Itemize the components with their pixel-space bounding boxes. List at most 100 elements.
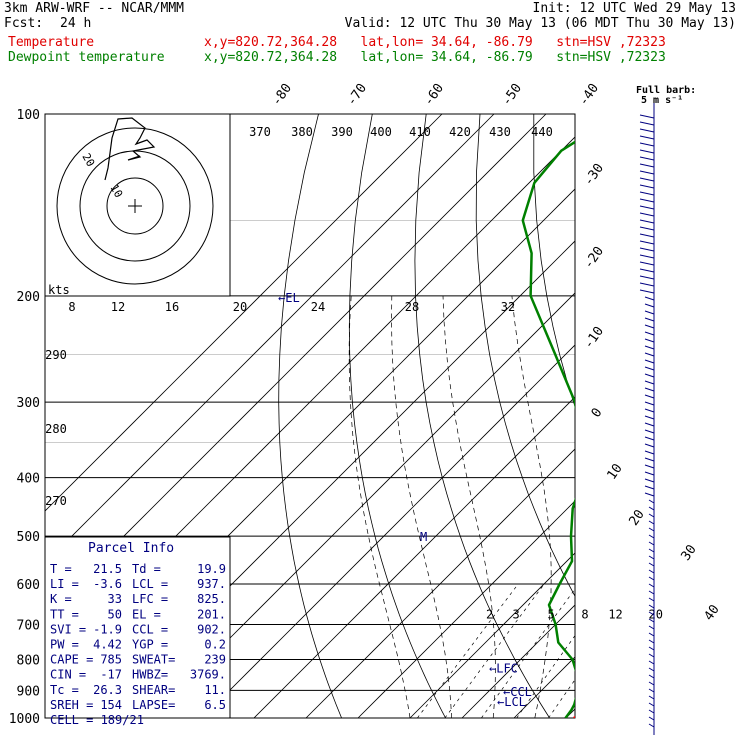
dry-adiabat-line xyxy=(475,114,575,598)
wind-barb xyxy=(644,422,655,427)
parcel-info-value: 6.5 xyxy=(204,698,226,712)
hodograph-unit: kts xyxy=(48,283,70,297)
parcel-info-value: Tc = xyxy=(50,683,79,697)
wind-barb xyxy=(639,268,655,273)
wind-barb xyxy=(639,219,655,224)
parcel-info-value: T = xyxy=(50,562,72,576)
level-marker: ←EL xyxy=(278,291,300,305)
pressure-label: 900 xyxy=(17,684,40,699)
parcel-info-value: LAPSE= xyxy=(132,698,175,712)
wind-barb xyxy=(644,303,655,308)
dry-adiabat-line xyxy=(642,114,740,718)
wind-barb xyxy=(644,338,655,343)
parcel-info-value: CCL = xyxy=(132,622,168,636)
isotherm-line xyxy=(357,500,575,718)
wind-barb xyxy=(648,583,655,588)
adiabat-label: 280 xyxy=(45,422,67,436)
hodograph-box xyxy=(44,113,231,297)
wind-barb xyxy=(644,324,655,329)
speed-label: 24 xyxy=(311,300,325,314)
pressure-label: 1000 xyxy=(9,712,40,727)
wind-barb xyxy=(644,373,655,378)
parcel-info-value: HWBZ= xyxy=(132,668,168,682)
valid-time: Valid: 12 UTC Thu 30 May 13 (06 MDT Thu … xyxy=(344,16,736,31)
wind-barb xyxy=(644,429,655,434)
pressure-label: 800 xyxy=(17,653,40,668)
parcel-info-value: SWEAT= xyxy=(132,653,175,667)
wind-barb xyxy=(648,541,655,546)
dewpoint-location: x,y=820.72,364.28 lat,lon= 34.64, -86.79… xyxy=(204,50,666,65)
parcel-info-value: 825. xyxy=(197,592,226,606)
theta-label: 400 xyxy=(370,125,392,139)
isotherm-label: 20 xyxy=(626,507,647,528)
temperature-legend: Temperature xyxy=(8,35,95,50)
wind-barb xyxy=(648,723,655,728)
mixing-ratio-label: 20 xyxy=(649,607,663,621)
hodograph-ring xyxy=(56,127,214,285)
parcel-info-value: SHEAR= xyxy=(132,683,175,697)
full-barb-legend: Full barb: xyxy=(636,85,696,96)
dry-adiabat-line xyxy=(533,114,575,408)
wind-barb xyxy=(648,702,655,707)
theta-label: 380 xyxy=(291,125,313,139)
pressure-label: 700 xyxy=(17,618,40,633)
parcel-info-value: LCL = xyxy=(132,577,168,591)
parcel-info-value: 902. xyxy=(197,622,226,636)
wind-barb xyxy=(639,282,655,287)
mixing-ratio-label: 12 xyxy=(608,607,622,621)
wind-barb xyxy=(639,128,655,133)
wind-barb xyxy=(639,198,655,203)
wind-barb xyxy=(644,485,655,490)
model-title: 3km ARW-WRF -- NCAR/MMM xyxy=(4,1,185,16)
wind-barb xyxy=(639,184,655,189)
wind-barb xyxy=(648,520,655,525)
wind-barb xyxy=(648,667,655,672)
wind-barb xyxy=(648,611,655,616)
mixing-ratio-label: 5 xyxy=(547,607,554,621)
theta-label: 420 xyxy=(449,125,471,139)
isotherm-label: -40 xyxy=(576,81,602,109)
wind-barb xyxy=(648,513,655,518)
parcel-info-value: PW = xyxy=(50,638,79,652)
wind-barb xyxy=(644,359,655,364)
dewpoint-profile xyxy=(521,140,575,718)
parcel-info-value: Td = xyxy=(132,562,161,576)
mixing-ratio-label: 8 xyxy=(581,607,588,621)
theta-label: 440 xyxy=(531,125,553,139)
wind-barb xyxy=(648,695,655,700)
forecast-hour: 24 h xyxy=(60,16,92,31)
wind-barb xyxy=(644,450,655,455)
isotherm-line xyxy=(45,114,495,564)
pressure-label: 400 xyxy=(17,472,40,487)
parcel-info-value: 239 xyxy=(204,653,226,667)
wind-barb xyxy=(644,366,655,371)
level-marker: ←CCL xyxy=(503,685,532,699)
isotherm-label: -50 xyxy=(499,81,525,109)
isotherm-label: -80 xyxy=(269,81,295,109)
parcel-info-value: YGP = xyxy=(132,638,168,652)
mixing-ratio-line xyxy=(591,584,682,718)
wind-barb xyxy=(648,688,655,693)
parcel-info-value: 19.9 xyxy=(197,562,226,576)
hodograph-ring-label: 10 xyxy=(107,182,125,200)
wind-barb xyxy=(644,492,655,497)
wind-barb xyxy=(648,632,655,637)
parcel-info-value: 154 xyxy=(100,698,122,712)
isotherm-line xyxy=(253,396,575,718)
forecast-label: Fcst: xyxy=(4,16,44,31)
wind-barb xyxy=(639,261,655,266)
wind-barb xyxy=(644,471,655,476)
wind-barb xyxy=(644,436,655,441)
wind-barb xyxy=(648,576,655,581)
parcel-info-value: SVI = xyxy=(50,622,86,636)
wind-barb xyxy=(648,534,655,539)
parcel-info-value: SREH = xyxy=(50,698,93,712)
mixing-ratio-line xyxy=(417,583,519,718)
wind-barb xyxy=(639,142,655,147)
theta-label: 390 xyxy=(331,125,353,139)
parcel-info-value: -17 xyxy=(100,668,122,682)
wind-barb xyxy=(644,387,655,392)
isotherm-line xyxy=(45,114,443,512)
wind-barb xyxy=(639,289,655,294)
adiabat-label: 290 xyxy=(45,348,67,362)
